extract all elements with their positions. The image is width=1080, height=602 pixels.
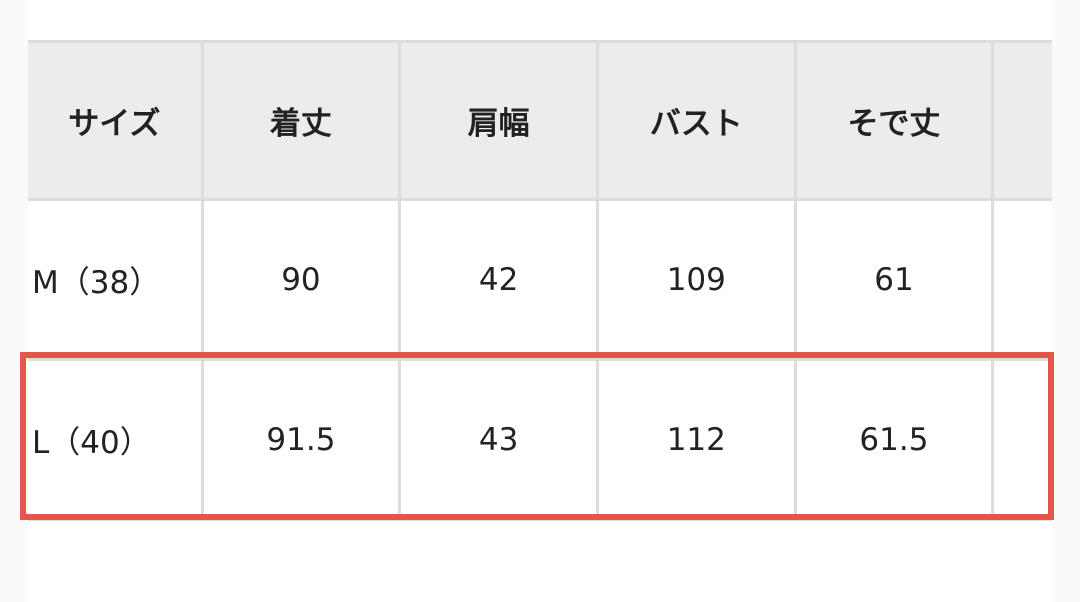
- cell: 90: [200, 198, 402, 361]
- row: L（40） 91.5 43 112 61.5: [28, 358, 1052, 521]
- cell: 42: [398, 198, 599, 361]
- header-cell: サイズ: [28, 40, 204, 201]
- header-cell: 着丈: [200, 40, 402, 201]
- size-cell: L（40）: [28, 358, 204, 521]
- header-cell: そで丈: [793, 40, 995, 201]
- size-cell: M（38）: [28, 198, 204, 361]
- cell: 43: [398, 358, 599, 521]
- cell: [991, 358, 1052, 521]
- header-cell: 肩幅: [398, 40, 599, 201]
- table-container: サイズ 着丈 肩幅 バスト そで丈 重 M（38） 90 42 109 61 9…: [28, 0, 1052, 602]
- size-table: サイズ 着丈 肩幅 バスト そで丈 重 M（38） 90 42 109 61 9…: [28, 40, 1052, 521]
- cell: 61.5: [793, 358, 995, 521]
- cell: 9: [991, 198, 1052, 361]
- cell: 91.5: [200, 358, 402, 521]
- header-row: サイズ 着丈 肩幅 バスト そで丈 重: [28, 40, 1052, 201]
- cell: 112: [595, 358, 797, 521]
- header-cell: 重: [991, 40, 1052, 201]
- cell: 61: [793, 198, 995, 361]
- cell: 109: [595, 198, 797, 361]
- row: M（38） 90 42 109 61 9: [28, 198, 1052, 361]
- header-cell: バスト: [595, 40, 797, 201]
